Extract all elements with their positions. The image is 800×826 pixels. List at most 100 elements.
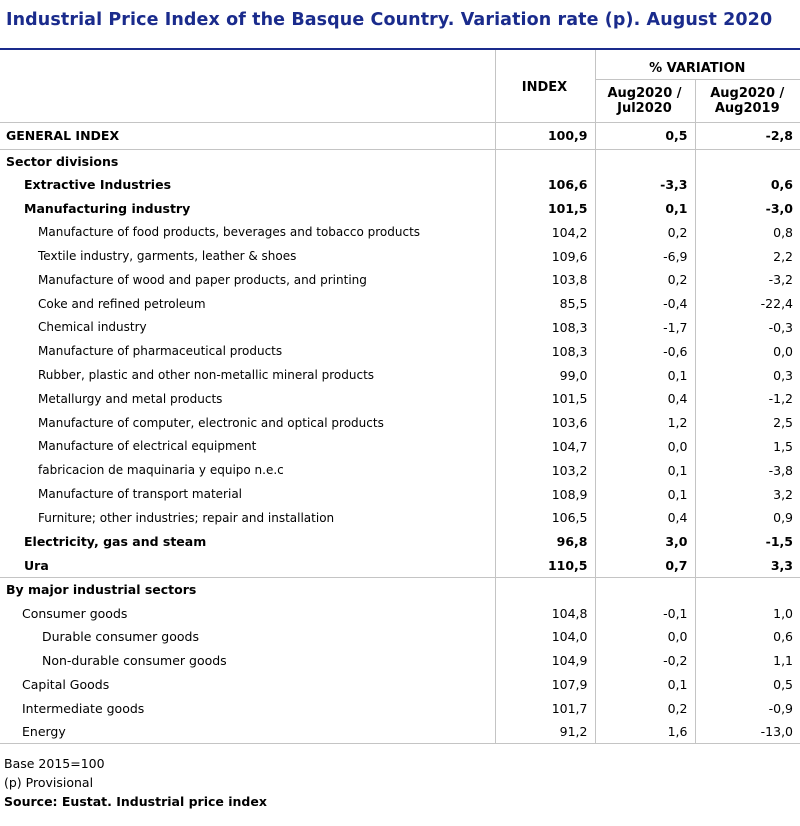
row-monthly-variation: 0,1 bbox=[594, 363, 695, 387]
row-monthly-variation: 1,2 bbox=[594, 410, 695, 435]
row-index: 99,0 bbox=[494, 363, 595, 387]
row-index: 101,5 bbox=[494, 386, 595, 411]
table-row: Coke and refined petroleum 85,5 -0,4 -22,4 bbox=[0, 291, 800, 316]
row-monthly-variation: 0,2 bbox=[594, 267, 695, 292]
row-annual-variation: 2,5 bbox=[694, 410, 800, 435]
table-row: Textile industry, garments, leather & sh… bbox=[0, 244, 800, 268]
row-label: fabricacion de maquinaria y equipo n.e.c bbox=[38, 463, 284, 478]
row-label: Manufacture of wood and paper products, … bbox=[38, 272, 367, 287]
table-row: Manufacture of electrical equipment 104,7… bbox=[0, 434, 800, 459]
row-annual-variation: 0,0 bbox=[694, 339, 800, 364]
row-index: 108,3 bbox=[494, 315, 595, 340]
row-label: Extractive Industries bbox=[24, 177, 172, 193]
row-annual-variation: -0,3 bbox=[694, 315, 800, 340]
row-index: 104,7 bbox=[494, 434, 595, 459]
row-monthly-variation: 0,1 bbox=[594, 196, 695, 221]
general-index-label: GENERAL INDEX bbox=[0, 121, 495, 150]
row-index: 103,8 bbox=[494, 267, 595, 292]
row-label: Consumer goods bbox=[22, 605, 128, 621]
row-annual-variation: -3,0 bbox=[694, 196, 800, 221]
row-label: Ura bbox=[24, 557, 49, 573]
table-row: Manufacture of food products, beverages … bbox=[0, 220, 800, 245]
row-label: Manufacture of food products, beverages … bbox=[38, 225, 421, 240]
row-label: Furniture; other industries; repair and … bbox=[38, 510, 335, 525]
row-annual-variation: 0,8 bbox=[694, 220, 800, 245]
row-index: 108,3 bbox=[494, 339, 595, 364]
row-annual-variation: -22,4 bbox=[694, 291, 800, 316]
header-row-top: INDEX % VARIATION bbox=[0, 50, 800, 122]
table-row: Chemical industry 108,3 -1,7 -0,3 bbox=[0, 315, 800, 340]
row-label: Manufacture of electrical equipment bbox=[38, 439, 257, 454]
row-label: Durable consumer goods bbox=[42, 629, 199, 645]
row-index: 91,2 bbox=[494, 720, 595, 745]
row-index: 103,6 bbox=[494, 410, 595, 435]
general-index-value: 100,9 bbox=[494, 121, 595, 150]
row-monthly-variation: 0,7 bbox=[594, 553, 695, 578]
row-label: Metallurgy and metal products bbox=[38, 391, 223, 406]
row-index: 104,8 bbox=[494, 601, 595, 625]
table-row: Metallurgy and metal products 101,5 0,4 -1,… bbox=[0, 386, 800, 411]
row-monthly-variation: -6,9 bbox=[594, 244, 695, 268]
row-annual-variation: 0,6 bbox=[694, 172, 800, 197]
row-label: Electricity, gas and steam bbox=[24, 534, 207, 550]
row-label: Intermediate goods bbox=[22, 700, 145, 716]
row-label: Manufacture of computer, electronic and … bbox=[38, 415, 384, 430]
header-monthly: Aug2020 / Jul2020 bbox=[594, 79, 695, 122]
row-label: Coke and refined petroleum bbox=[38, 296, 206, 311]
row-index: 106,6 bbox=[494, 172, 595, 197]
header-annual-line1: Aug2020 / bbox=[710, 85, 785, 101]
table-row: Non-durable consumer goods 104,9 -0,2 1,1 bbox=[0, 648, 800, 673]
title-rule bbox=[0, 48, 800, 50]
row-annual-variation: -3,2 bbox=[694, 267, 800, 292]
sector-divisions-heading: Sector divisions bbox=[6, 153, 119, 169]
table-row: Manufacture of wood and paper products, … bbox=[0, 267, 800, 292]
major-sectors-heading-row: By major industrial sectors bbox=[0, 576, 800, 602]
table-row: Rubber, plastic and other non-metallic m… bbox=[0, 363, 800, 387]
row-monthly-variation: 1,6 bbox=[594, 720, 695, 745]
header-variation: % VARIATION bbox=[594, 50, 800, 80]
row-index: 85,5 bbox=[494, 291, 595, 316]
row-annual-variation: 1,5 bbox=[694, 434, 800, 459]
row-monthly-variation: 0,0 bbox=[594, 434, 695, 459]
row-label: Non-durable consumer goods bbox=[42, 653, 227, 669]
table-row: Manufacture of pharmaceutical products 10… bbox=[0, 339, 800, 364]
row-monthly-variation: 0,2 bbox=[594, 696, 695, 721]
row-annual-variation: -1,5 bbox=[694, 529, 800, 554]
row-monthly-variation: 0,4 bbox=[594, 505, 695, 530]
row-annual-variation: 0,9 bbox=[694, 505, 800, 530]
header-monthly-line2: Jul2020 bbox=[617, 100, 672, 116]
header-blank bbox=[0, 50, 495, 122]
table-row: Intermediate goods 101,7 0,2 -0,9 bbox=[0, 696, 800, 721]
table-row: Ura 110,5 0,7 3,3 bbox=[0, 553, 800, 578]
row-monthly-variation: 0,1 bbox=[594, 672, 695, 697]
row-label: Manufacturing industry bbox=[24, 200, 191, 216]
row-annual-variation: 0,3 bbox=[694, 363, 800, 387]
general-index-annual: -2,8 bbox=[694, 121, 800, 150]
row-label: Textile industry, garments, leather & sh… bbox=[38, 249, 297, 264]
row-label: Chemical industry bbox=[38, 320, 147, 335]
row-annual-variation: 3,3 bbox=[694, 553, 800, 578]
price-index-table: INDEX % VARIATION Aug2020 / Jul2020 Aug2… bbox=[0, 50, 800, 745]
row-annual-variation: 1,0 bbox=[694, 601, 800, 625]
footnote-provisional: (p) Provisional bbox=[4, 775, 94, 790]
row-monthly-variation: -0,1 bbox=[594, 601, 695, 625]
table-row: Manufacturing industry 101,5 0,1 -3,0 bbox=[0, 196, 800, 221]
row-monthly-variation: 0,1 bbox=[594, 482, 695, 506]
row-index: 104,0 bbox=[494, 624, 595, 649]
general-index-monthly: 0,5 bbox=[594, 121, 695, 150]
row-monthly-variation: -0,4 bbox=[594, 291, 695, 316]
table-row: Capital Goods 107,9 0,1 0,5 bbox=[0, 672, 800, 697]
footnote-source: Source: Eustat. Industrial price index bbox=[4, 794, 267, 809]
sector-divisions-heading-row: Sector divisions bbox=[0, 149, 800, 173]
row-index: 103,2 bbox=[494, 458, 595, 483]
table-row: fabricacion de maquinaria y equipo n.e.c… bbox=[0, 458, 800, 483]
table-row: Furniture; other industries; repair and … bbox=[0, 505, 800, 530]
page-title: Industrial Price Index of the Basque Cou… bbox=[6, 10, 773, 30]
row-index: 107,9 bbox=[494, 672, 595, 697]
row-monthly-variation: -3,3 bbox=[594, 172, 695, 197]
header-row-bottom: Aug2020 / Jul2020 Aug2020 / Aug2019 bbox=[0, 79, 800, 122]
table-row: Durable consumer goods 104,0 0,0 0,6 bbox=[0, 624, 800, 649]
row-annual-variation: 0,5 bbox=[694, 672, 800, 697]
row-label: Manufacture of transport material bbox=[38, 487, 242, 502]
row-label: Rubber, plastic and other non-metallic m… bbox=[38, 368, 375, 383]
